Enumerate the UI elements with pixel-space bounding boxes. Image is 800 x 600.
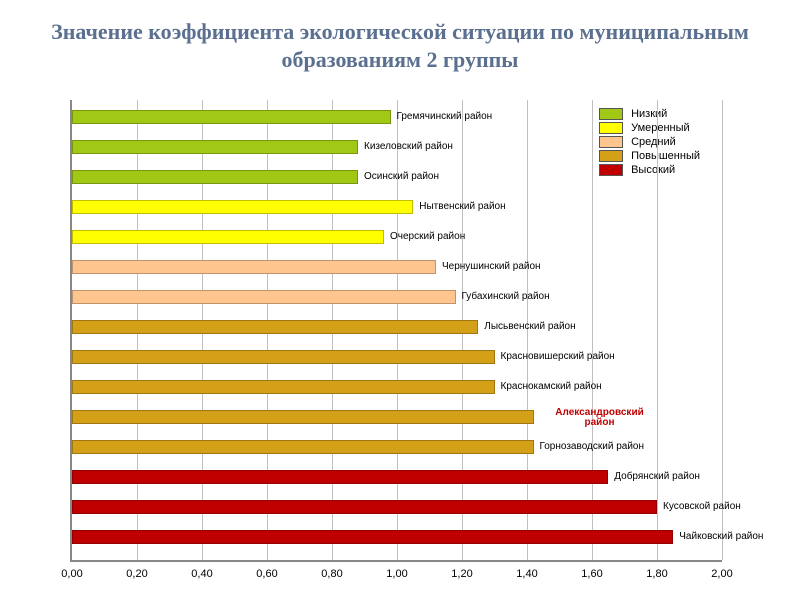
bar <box>72 290 456 304</box>
x-tick: 0,20 <box>126 568 147 580</box>
bar-row: Чернушинский район <box>72 260 722 274</box>
bar <box>72 350 495 364</box>
bar-row: Горнозаводский район <box>72 440 722 454</box>
bar <box>72 380 495 394</box>
bar-row: Александровскийрайон <box>72 410 722 424</box>
bar-row: Нытвенский район <box>72 200 722 214</box>
bar <box>72 500 657 514</box>
x-tick: 0,00 <box>61 568 82 580</box>
bar-row: Губахинский район <box>72 290 722 304</box>
bar <box>72 200 413 214</box>
x-tick: 1,40 <box>516 568 537 580</box>
bar-label: Краснокамский район <box>501 382 602 392</box>
bar <box>72 410 534 424</box>
x-tick: 2,00 <box>711 568 732 580</box>
bar-row: Кусовской район <box>72 500 722 514</box>
bar-row: Краснокамский район <box>72 380 722 394</box>
bar-row: Осинский район <box>72 170 722 184</box>
bar-label: Лысьвенский район <box>484 322 575 332</box>
bar-row: Чайковский район <box>72 530 722 544</box>
bar-label: Александровскийрайон <box>540 408 660 428</box>
bar-label: Горнозаводский район <box>540 442 644 452</box>
x-tick: 1,60 <box>581 568 602 580</box>
bar-label: Осинский район <box>364 172 439 182</box>
chart-title: Значение коэффициента экологической ситу… <box>0 0 800 83</box>
bar-label: Чайковский район <box>679 532 763 542</box>
bar-row: Добрянский район <box>72 470 722 484</box>
bar <box>72 440 534 454</box>
chart-plot-area: НизкийУмеренныйСреднийПовышенныйВысокий … <box>70 100 722 562</box>
x-tick: 1,00 <box>386 568 407 580</box>
bar-row: Гремячинский район <box>72 110 722 124</box>
bar <box>72 530 673 544</box>
bar-row: Красновишерский район <box>72 350 722 364</box>
x-tick: 0,80 <box>321 568 342 580</box>
x-tick: 0,60 <box>256 568 277 580</box>
bar-label: Кусовской район <box>663 502 741 512</box>
bar <box>72 170 358 184</box>
bar-row: Очерский район <box>72 230 722 244</box>
bar-row: Лысьвенский район <box>72 320 722 334</box>
bar <box>72 470 608 484</box>
gridline <box>722 100 723 560</box>
bar <box>72 230 384 244</box>
bar-row: Кизеловский район <box>72 140 722 154</box>
bar-label: Чернушинский район <box>442 262 541 272</box>
bar <box>72 140 358 154</box>
bar-label: Добрянский район <box>614 472 700 482</box>
bar <box>72 260 436 274</box>
bar-label: Очерский район <box>390 232 465 242</box>
bar-label: Губахинский район <box>462 292 550 302</box>
x-tick: 0,40 <box>191 568 212 580</box>
x-tick: 1,20 <box>451 568 472 580</box>
bar <box>72 320 478 334</box>
x-tick: 1,80 <box>646 568 667 580</box>
bar-label: Гремячинский район <box>397 112 493 122</box>
bar-label: Кизеловский район <box>364 142 453 152</box>
bar <box>72 110 391 124</box>
bar-label: Красновишерский район <box>501 352 615 362</box>
bar-label: Нытвенский район <box>419 202 505 212</box>
